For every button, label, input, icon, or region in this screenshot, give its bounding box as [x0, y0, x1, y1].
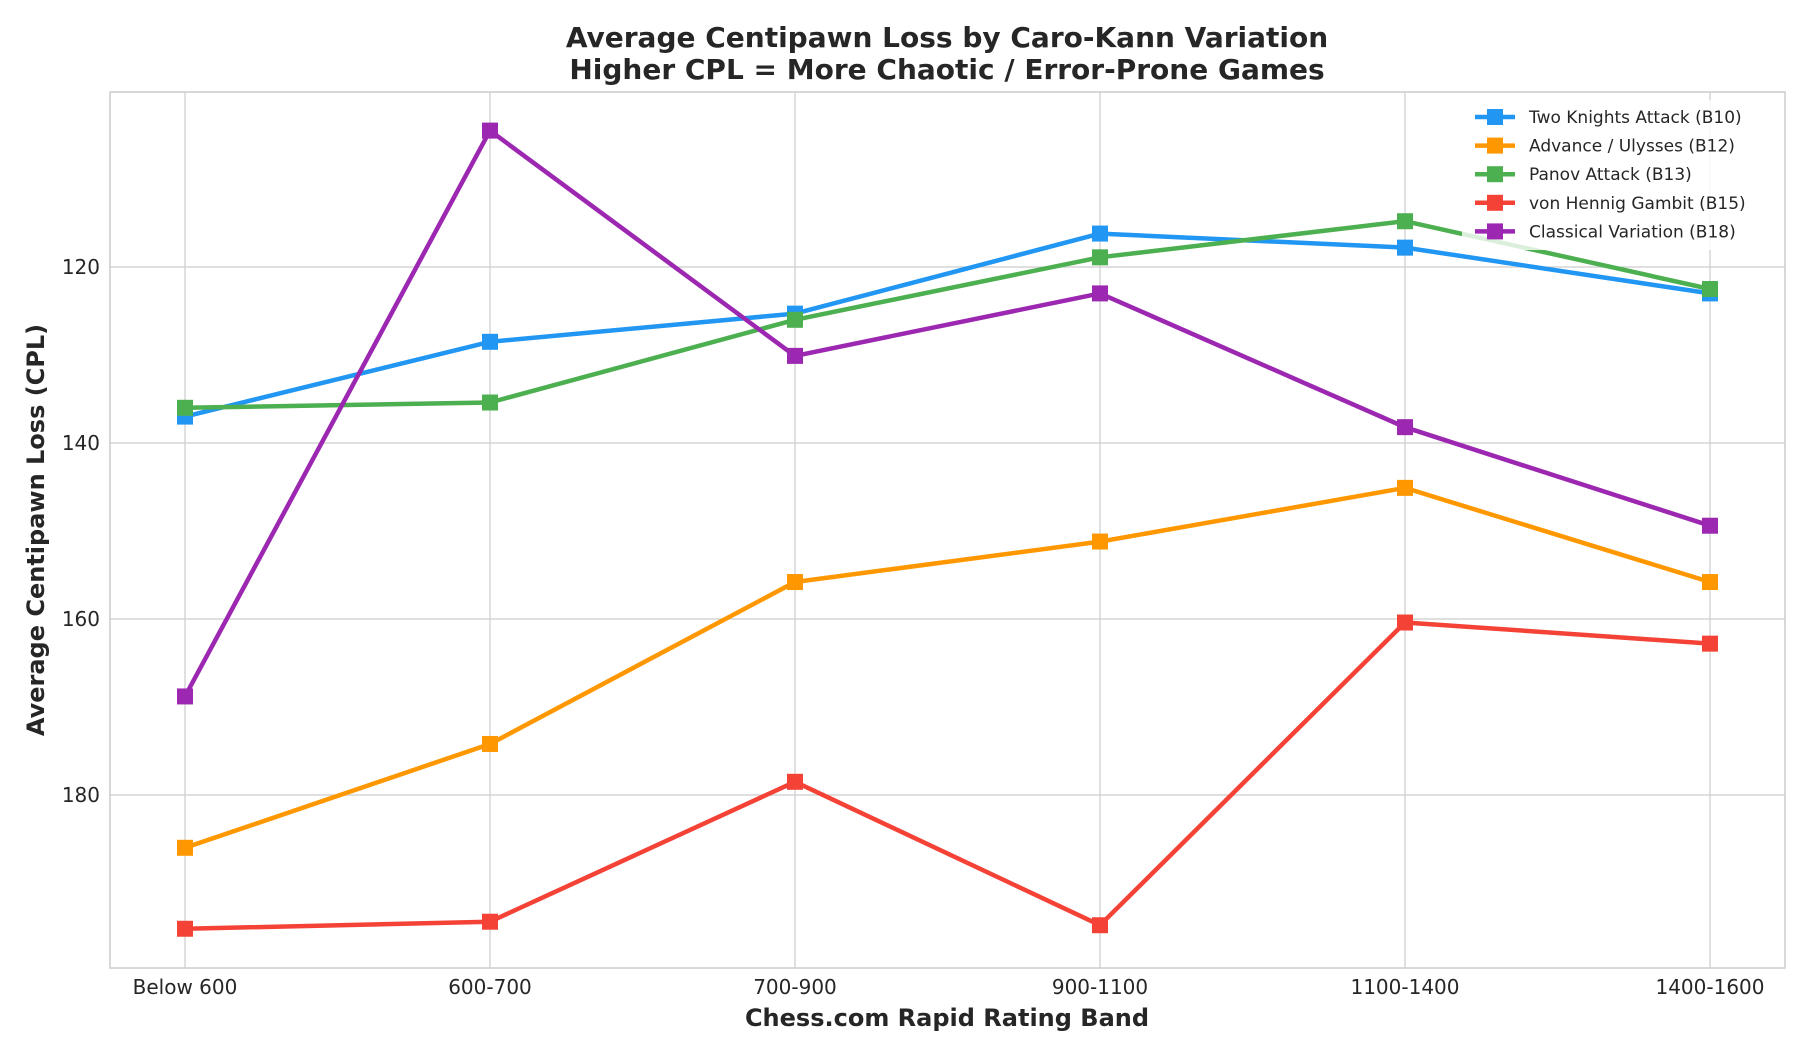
- x-axis-label: Chess.com Rapid Rating Band: [745, 1004, 1149, 1032]
- data-point: [1092, 225, 1108, 242]
- data-point: [1092, 249, 1108, 266]
- legend-marker: [1487, 223, 1503, 240]
- series-line: [182, 485, 1713, 851]
- data-point: [177, 839, 193, 856]
- data-point: [482, 333, 498, 350]
- x-tick-label: 600-700: [448, 975, 532, 999]
- legend-label: Advance / Ulysses (B12): [1529, 137, 1735, 157]
- x-tick-label: 900-1100: [1052, 975, 1148, 999]
- data-point: [1397, 239, 1413, 256]
- y-tick-label: 120: [62, 255, 100, 279]
- series-line: [182, 218, 1713, 411]
- legend-label: von Hennig Gambit (B15): [1529, 194, 1746, 214]
- legend-item: Advance / Ulysses (B12): [1475, 137, 1735, 157]
- data-point: [482, 394, 498, 411]
- legend-marker: [1487, 137, 1503, 154]
- data-point: [1702, 517, 1718, 534]
- legend-marker: [1487, 194, 1503, 211]
- x-tick-label: 1400-1600: [1655, 975, 1764, 999]
- series-3: [177, 213, 1718, 416]
- series-line: [182, 128, 1713, 699]
- series-group: [177, 122, 1718, 937]
- data-point: [482, 122, 498, 139]
- grid: [110, 92, 1785, 968]
- chart-title: Average Centipawn Loss by Caro-Kann Vari…: [566, 21, 1328, 54]
- data-point: [787, 347, 803, 364]
- y-tick-label: 160: [62, 607, 100, 631]
- data-point: [787, 311, 803, 328]
- legend: Two Knights Attack (B10) Advance / Ulysse…: [1462, 100, 1777, 250]
- y-axis-label: Average Centipawn Loss (CPL): [22, 324, 50, 736]
- legend-label: Panov Attack (B13): [1529, 165, 1692, 185]
- data-point: [787, 574, 803, 591]
- legend-marker: [1487, 166, 1503, 183]
- legend-label: Classical Variation (B18): [1529, 222, 1736, 242]
- data-point: [1397, 419, 1413, 436]
- y-tick-label: 140: [62, 431, 100, 455]
- x-tick-label: 1100-1400: [1350, 975, 1459, 999]
- legend-item: Two Knights Attack (B10): [1475, 108, 1742, 128]
- data-point: [177, 399, 193, 416]
- y-tick-label: 180: [62, 783, 100, 807]
- legend-item: Panov Attack (B13): [1475, 165, 1692, 185]
- x-tick-label: Below 600: [133, 975, 238, 999]
- chart-subtitle: Higher CPL = More Chaotic / Error-Prone …: [569, 53, 1324, 86]
- data-point: [1702, 281, 1718, 297]
- data-point: [1702, 574, 1718, 591]
- data-point: [482, 735, 498, 752]
- data-point: [1092, 285, 1108, 302]
- data-point: [1092, 917, 1108, 934]
- legend-item: Classical Variation (B18): [1475, 222, 1736, 242]
- series-line: [182, 231, 1713, 419]
- legend-marker: [1487, 109, 1503, 125]
- series-2: [177, 479, 1718, 856]
- data-point: [177, 920, 193, 937]
- data-point: [1397, 479, 1413, 496]
- legend-label: Two Knights Attack (B10): [1528, 108, 1742, 128]
- x-tick-label: 700-900: [753, 975, 837, 999]
- legend-item: von Hennig Gambit (B15): [1475, 194, 1746, 214]
- data-point: [787, 773, 803, 790]
- data-point: [177, 688, 193, 705]
- data-point: [482, 913, 498, 930]
- series-line: [182, 620, 1713, 932]
- series-4: [177, 614, 1718, 937]
- data-point: [1397, 614, 1413, 631]
- data-point: [1397, 213, 1413, 230]
- tick-labels: Below 600 600-700 700-900 900-1100 1100-1400…: [62, 255, 1765, 999]
- plot-area-frame: [109, 91, 1786, 969]
- data-point: [1092, 533, 1108, 550]
- data-point: [1702, 635, 1718, 652]
- series-5: [177, 122, 1718, 705]
